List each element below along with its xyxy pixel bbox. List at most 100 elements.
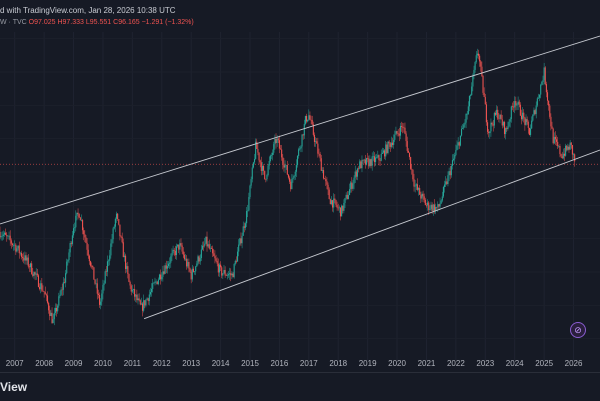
candle-body [574, 154, 576, 162]
x-tick-label: 2026 [565, 359, 583, 368]
candle-body [317, 143, 319, 154]
candle-body [67, 260, 69, 262]
candle-body [244, 223, 247, 228]
candle-body [422, 193, 424, 197]
close-value: C96.165 [113, 19, 140, 26]
tradingview-logo-icon[interactable]: ⊘ [570, 322, 586, 338]
candle-body [203, 245, 205, 247]
candle-body [7, 235, 9, 237]
candle-body [525, 119, 527, 125]
candle-body [571, 145, 573, 155]
candle-body [284, 165, 286, 168]
candle-body [253, 158, 256, 163]
candle-body [447, 175, 449, 185]
candle-body [104, 271, 106, 284]
candle-body [524, 117, 526, 125]
candle-body [370, 159, 372, 166]
candle-body [43, 291, 45, 293]
candle-body [497, 109, 499, 119]
candle-body [492, 124, 494, 126]
candle-body [407, 150, 409, 153]
upper-channel-trendline[interactable] [0, 35, 600, 225]
candle-body [312, 124, 314, 135]
candle-body [158, 274, 161, 280]
candle-body [11, 243, 13, 246]
candle-body [313, 134, 316, 142]
candle-body [360, 161, 362, 169]
candle-body [274, 139, 276, 145]
candle-body [402, 126, 404, 128]
candle-body [227, 274, 230, 276]
candle-body [322, 170, 325, 179]
candle-body [310, 119, 312, 121]
candle-body [181, 245, 183, 252]
candle-body [146, 298, 148, 300]
candle-body [519, 104, 521, 116]
candle-body [296, 155, 299, 166]
x-tick-label: 2018 [329, 359, 347, 368]
trendlines[interactable] [0, 35, 600, 320]
candle-body [119, 224, 121, 237]
candle-body [257, 148, 259, 153]
candle-body [432, 204, 434, 211]
candle-body [475, 55, 477, 63]
candle-body [112, 228, 114, 240]
candle-body [559, 146, 561, 155]
candle-body [516, 104, 518, 106]
candle-body [365, 158, 368, 165]
candle-body [384, 150, 386, 157]
candle-body [123, 255, 125, 258]
candle-body [66, 261, 68, 274]
candle-body [118, 219, 120, 225]
candle-body [510, 106, 512, 119]
change-value: −1.291 (−1.32%) [141, 19, 194, 26]
candle-body [467, 106, 469, 115]
candle-body [130, 285, 132, 292]
candle-body [243, 226, 245, 228]
candle-body [466, 114, 468, 115]
candle-body [292, 177, 294, 180]
candle-body [234, 260, 236, 264]
candle-body [29, 263, 32, 268]
candle-body [275, 139, 277, 143]
candle-body [436, 206, 438, 208]
candle-body [252, 162, 254, 168]
candle-body [473, 69, 475, 76]
candle-body [137, 298, 139, 301]
candle-body [549, 105, 551, 117]
candle-body [279, 148, 282, 150]
candle-body [487, 122, 489, 132]
candle-body [36, 273, 38, 276]
candle-body [345, 194, 347, 199]
candle-body [569, 142, 571, 150]
candle-body [439, 203, 441, 207]
candle-body [259, 160, 261, 163]
candle-body [277, 138, 279, 141]
candle-body [302, 134, 304, 136]
candle-body [501, 119, 503, 126]
candle-body [153, 282, 155, 284]
candle-body [241, 235, 243, 244]
candle-body [464, 122, 466, 125]
candle-body [286, 165, 288, 175]
candle-body [263, 165, 265, 171]
candle-body [351, 182, 353, 189]
candle-body [18, 245, 20, 254]
candle-body [362, 159, 364, 161]
candle-body [318, 153, 320, 155]
x-tick-label: 2022 [447, 359, 465, 368]
candle-body [237, 251, 239, 262]
candle-body [16, 248, 18, 252]
candle-body [420, 194, 422, 199]
candle-body [190, 271, 192, 280]
candle-body [540, 84, 542, 95]
candle-body [111, 239, 113, 244]
candle-body [0, 236, 2, 238]
high-value: H97.333 [57, 19, 84, 26]
x-tick-label: 2024 [506, 359, 524, 368]
candle-body [6, 234, 8, 237]
lower-channel-trendline[interactable] [143, 149, 600, 320]
candle-body [460, 128, 463, 136]
candle-body [166, 266, 168, 269]
